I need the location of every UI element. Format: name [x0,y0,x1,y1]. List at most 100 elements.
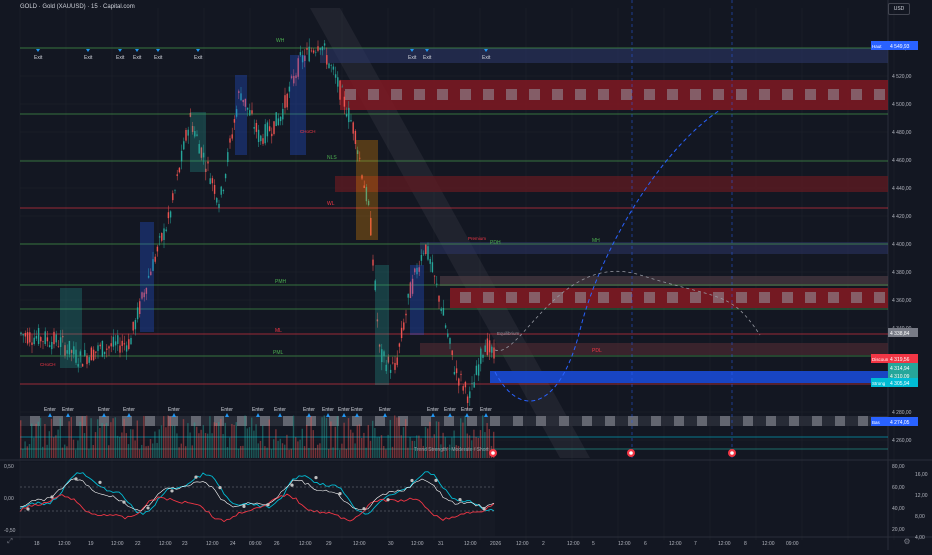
volume-bar [123,418,125,458]
settings-gear-icon[interactable]: ⚙ [903,537,911,546]
zone-marker [30,416,40,426]
volume-bar [435,421,438,458]
volume-bar [453,430,455,458]
exit-marker-icon [196,49,200,52]
osc-right-tick: 40,00 [892,506,905,512]
time-tick: 31 [438,541,444,547]
enter-label: Enter [303,407,315,413]
pml-label: PML [273,350,284,356]
volume-bar [328,449,330,458]
zone-marker [214,416,224,426]
candle-body [33,337,35,345]
candle-body [42,341,44,342]
candle-body [211,178,214,184]
volume-bar [493,431,495,458]
event-dot [491,451,495,455]
candle-body [422,253,425,255]
candle-body [152,259,154,271]
volume-bar [290,448,292,458]
candle-body [392,362,394,364]
volume-bar [132,429,134,458]
zone-marker [460,89,471,100]
osc-left-tick: 0,00 [4,496,14,502]
price-tag-current2[interactable]: 4 310,09 [888,371,918,380]
time-tick: 12:00 [464,541,477,547]
volume-bar [97,419,99,458]
symbol-title[interactable]: GOLD · Gold (XAUUSD) · 15 · Capital.com [20,4,135,10]
price-tag-haut[interactable]: Haut 4 549,93 [871,41,918,50]
volume-bar [167,415,169,458]
candle-body [249,110,251,116]
volume-bar [207,433,209,458]
volume-bar [165,427,167,458]
enter-label: Enter [274,407,286,413]
price-tag-value-bg [888,378,918,387]
price-tick: 4 460,00 [892,158,912,164]
enter-marker-icon [127,413,131,417]
volume-bar [53,437,55,458]
volume-bar [343,422,345,458]
candle-body [156,246,159,252]
order-block [235,75,247,155]
zone-marker [782,89,793,100]
candle-body [475,365,478,375]
zone-marker [851,292,862,303]
volume-bar [136,420,138,458]
volume-bar [367,425,369,458]
candle-body [178,167,181,173]
volume-bar [178,447,180,458]
candle-body [361,175,363,179]
auto-scale-icon[interactable]: ⤢ [7,538,13,545]
volume-bar [39,417,42,458]
candle-body [235,109,238,117]
volume-bar [26,446,28,458]
volume-bar [235,422,237,458]
volume-bar [138,449,141,458]
time-tick: 12:00 [516,541,529,547]
candle-body [200,147,203,158]
price-tag-bas[interactable]: Bas 4 274,05 [871,417,918,426]
candle-body [464,381,467,388]
volume-bar [356,425,358,458]
zone-marker [812,416,822,426]
candle-body [396,357,398,365]
volume-bar [99,427,101,458]
mh-label: MH [592,238,600,244]
order-block [410,265,424,335]
price-tag-strong[interactable]: Strong 4 305,94 [871,378,918,387]
volume-bar [427,428,429,458]
price-tag-equilibrium[interactable]: 4 338,84 [888,328,918,337]
candle-body [493,347,495,359]
price-tick: 4 480,00 [892,130,912,136]
price-tag-current1[interactable]: 4 314,94 [888,363,918,372]
volume-bar [361,437,363,458]
zone-marker [743,416,753,426]
currency-button[interactable]: USD [888,3,910,15]
volume-bar [310,416,312,458]
time-tick: 12:00 [159,541,172,547]
price-tag-discount[interactable]: Discount 4 319,56 [871,354,918,363]
candle-body [99,344,101,347]
candle-body [44,331,46,345]
candle-body [84,349,86,356]
candle-body [145,287,148,294]
volume-bar [484,432,486,458]
volume-bar [321,417,323,458]
candle-body [233,119,236,123]
enter-marker-icon [278,413,282,417]
candle-body [330,65,332,67]
volume-bar [44,424,46,458]
volume-bar [380,435,383,458]
time-tick: 12:00 [567,541,580,547]
osc-dot [458,497,462,502]
candle-body [183,141,185,150]
candle-body [290,76,293,78]
candle-body [231,134,233,139]
zone-marker [237,416,247,426]
exit-marker-icon [156,49,160,52]
volume-bar [288,449,290,458]
enter-label: Enter [338,407,350,413]
candle-body [405,313,407,316]
